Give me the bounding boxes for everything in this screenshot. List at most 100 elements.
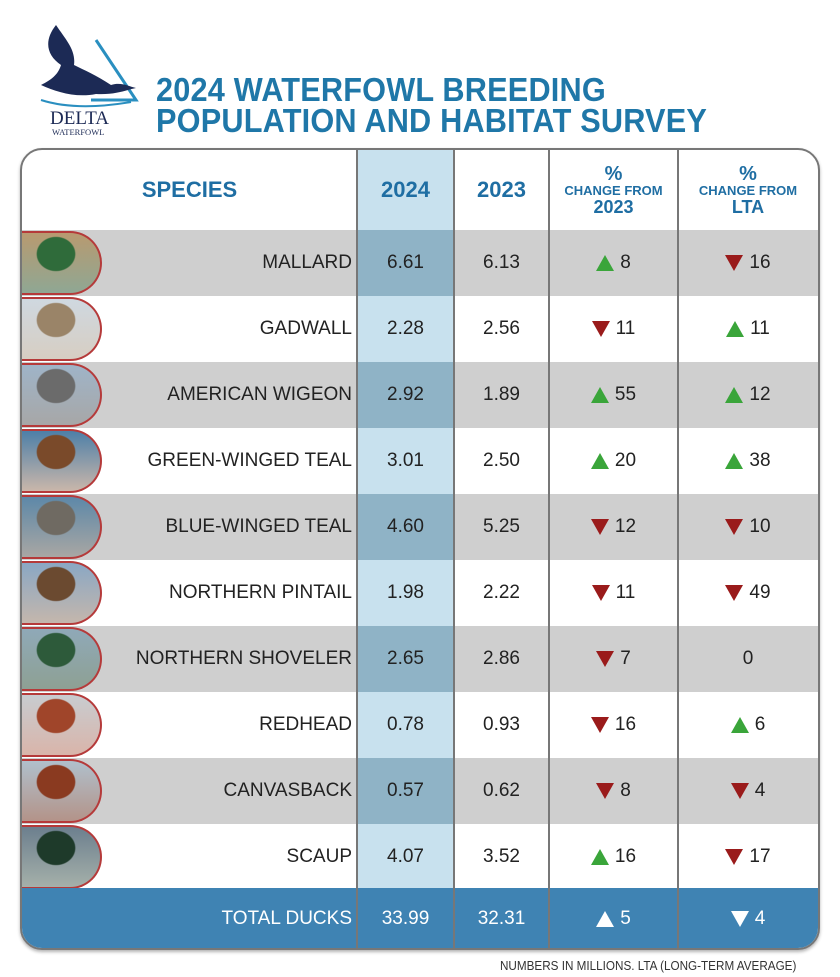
table-row: REDHEAD 0.78 0.93 16 6 xyxy=(22,692,818,758)
change-from-lta: 17 xyxy=(678,824,818,890)
value-2023-value: 0.93 xyxy=(483,714,520,735)
header-change-2023: % CHANGE FROM 2023 xyxy=(549,150,678,230)
triangle-down-icon xyxy=(590,519,609,535)
value-2023-value: 6.13 xyxy=(483,252,520,273)
change-from-lta-value: 12 xyxy=(749,384,771,405)
footnote: NUMBERS IN MILLIONS. LTA (LONG-TERM AVER… xyxy=(499,958,796,973)
change-from-2023: 55 xyxy=(549,362,678,428)
value-2024: 2.28 xyxy=(357,296,454,362)
total-change-from-2023: 5 xyxy=(549,888,678,948)
duck-photo xyxy=(22,759,102,823)
triangle-up-icon xyxy=(596,255,615,271)
value-2023: 2.56 xyxy=(454,296,549,362)
triangle-up-icon xyxy=(590,453,609,469)
change-from-2023-value: 16 xyxy=(614,846,637,867)
total-label-value: TOTAL DUCKS xyxy=(221,908,352,929)
svg-text:DELTA: DELTA xyxy=(50,108,109,129)
header-pct: % xyxy=(604,163,623,185)
change-from-2023: 12 xyxy=(549,494,678,560)
change-from-lta-value: 11 xyxy=(750,318,770,339)
col-2024-cell-bg xyxy=(357,362,454,428)
value-2024: 2.92 xyxy=(357,362,454,428)
value-2023: 3.52 xyxy=(454,824,549,890)
value-2024: 3.01 xyxy=(357,428,454,494)
header-pct: % xyxy=(739,163,757,185)
species-name-value: MALLARD xyxy=(262,252,352,273)
divider xyxy=(548,150,550,948)
change-from-lta-value: 49 xyxy=(749,582,771,603)
value-2024-value: 3.01 xyxy=(387,450,424,471)
value-2023: 2.50 xyxy=(454,428,549,494)
value-2024: 0.57 xyxy=(357,758,454,824)
change-from-2023: 16 xyxy=(549,824,678,890)
triangle-up-icon xyxy=(596,911,615,927)
change-from-2023: 8 xyxy=(549,758,678,824)
change-from-2023-value: 16 xyxy=(614,714,637,735)
col-2024-cell-bg xyxy=(357,626,454,692)
change-from-lta-value: 10 xyxy=(749,516,771,537)
header-species-label: SPECIES xyxy=(141,177,238,202)
change-from-lta: 49 xyxy=(678,560,818,626)
title-line-1: 2024 WATERFOWL BREEDING xyxy=(156,71,606,108)
value-2024: 6.61 xyxy=(357,230,454,296)
triangle-down-icon xyxy=(725,519,744,535)
species-name: GREEN-WINGED TEAL xyxy=(148,428,352,494)
table-row: NORTHERN SHOVELER 2.65 2.86 7 0 xyxy=(22,626,818,692)
change-from-lta-value: 17 xyxy=(749,846,771,867)
value-2023-value: 5.25 xyxy=(483,516,520,537)
total-2024: 33.99 xyxy=(357,888,454,948)
change-from-lta: 6 xyxy=(678,692,818,758)
value-2023: 2.22 xyxy=(454,560,549,626)
change-from-2023: 20 xyxy=(549,428,678,494)
value-2023-value: 0.62 xyxy=(483,780,520,801)
header-change-from: CHANGE FROM xyxy=(698,183,798,198)
value-2024-value: 0.78 xyxy=(387,714,424,735)
change-from-2023: 8 xyxy=(549,230,678,296)
divider xyxy=(677,150,679,948)
change-from-2023-value: 12 xyxy=(614,516,637,537)
value-2023-value: 1.89 xyxy=(483,384,520,405)
species-name-value: SCAUP xyxy=(286,846,352,867)
change-from-lta: 11 xyxy=(678,296,818,362)
triangle-down-icon xyxy=(591,585,610,601)
change-from-lta: 4 xyxy=(678,758,818,824)
species-name: MALLARD xyxy=(262,230,352,296)
value-2024-value: 2.92 xyxy=(387,384,424,405)
change-from-lta: 0 xyxy=(678,626,818,692)
change-from-2023: 16 xyxy=(549,692,678,758)
triangle-down-icon xyxy=(590,717,609,733)
total-change-from-2023-value: 5 xyxy=(620,908,631,929)
change-from-2023-value: 8 xyxy=(620,252,631,273)
change-from-2023-value: 11 xyxy=(615,582,636,603)
species-name-value: NORTHERN SHOVELER xyxy=(135,648,352,669)
change-from-2023-value: 7 xyxy=(620,648,631,669)
value-2023: 6.13 xyxy=(454,230,549,296)
species-name-value: CANVASBACK xyxy=(223,780,352,801)
page-title: 2024 WATERFOWL BREEDING POPULATION AND H… xyxy=(156,71,707,137)
value-2023: 0.62 xyxy=(454,758,549,824)
species-name: GADWALL xyxy=(260,296,352,362)
species-name-value: GADWALL xyxy=(259,318,352,339)
species-name-value: REDHEAD xyxy=(259,714,352,735)
divider xyxy=(356,150,358,948)
divider xyxy=(453,150,455,948)
change-from-2023-value: 8 xyxy=(620,780,631,801)
survey-table: SPECIES 2024 2023 % CHANGE FROM 2023 % C… xyxy=(20,148,820,950)
change-from-lta-value: 16 xyxy=(749,252,771,273)
duck-photo xyxy=(22,495,102,559)
header-species: SPECIES xyxy=(22,150,357,230)
value-2024: 0.78 xyxy=(357,692,454,758)
col-2024-cell-bg xyxy=(357,494,454,560)
species-name-value: AMERICAN WIGEON xyxy=(167,384,352,405)
total-2024-value: 33.99 xyxy=(381,908,430,929)
species-name: NORTHERN PINTAIL xyxy=(169,560,352,626)
change-from-2023-value: 55 xyxy=(614,384,637,405)
total-row: TOTAL DUCKS 33.99 32.31 5 4 xyxy=(22,888,818,948)
table-row: AMERICAN WIGEON 2.92 1.89 55 12 xyxy=(22,362,818,428)
change-from-2023-value: 11 xyxy=(615,318,636,339)
value-2024-value: 2.28 xyxy=(387,318,424,339)
col-2024-cell-bg xyxy=(357,758,454,824)
species-name-value: BLUE-WINGED TEAL xyxy=(165,516,352,537)
triangle-up-icon xyxy=(590,387,609,403)
header-2024-label: 2024 xyxy=(381,177,430,202)
